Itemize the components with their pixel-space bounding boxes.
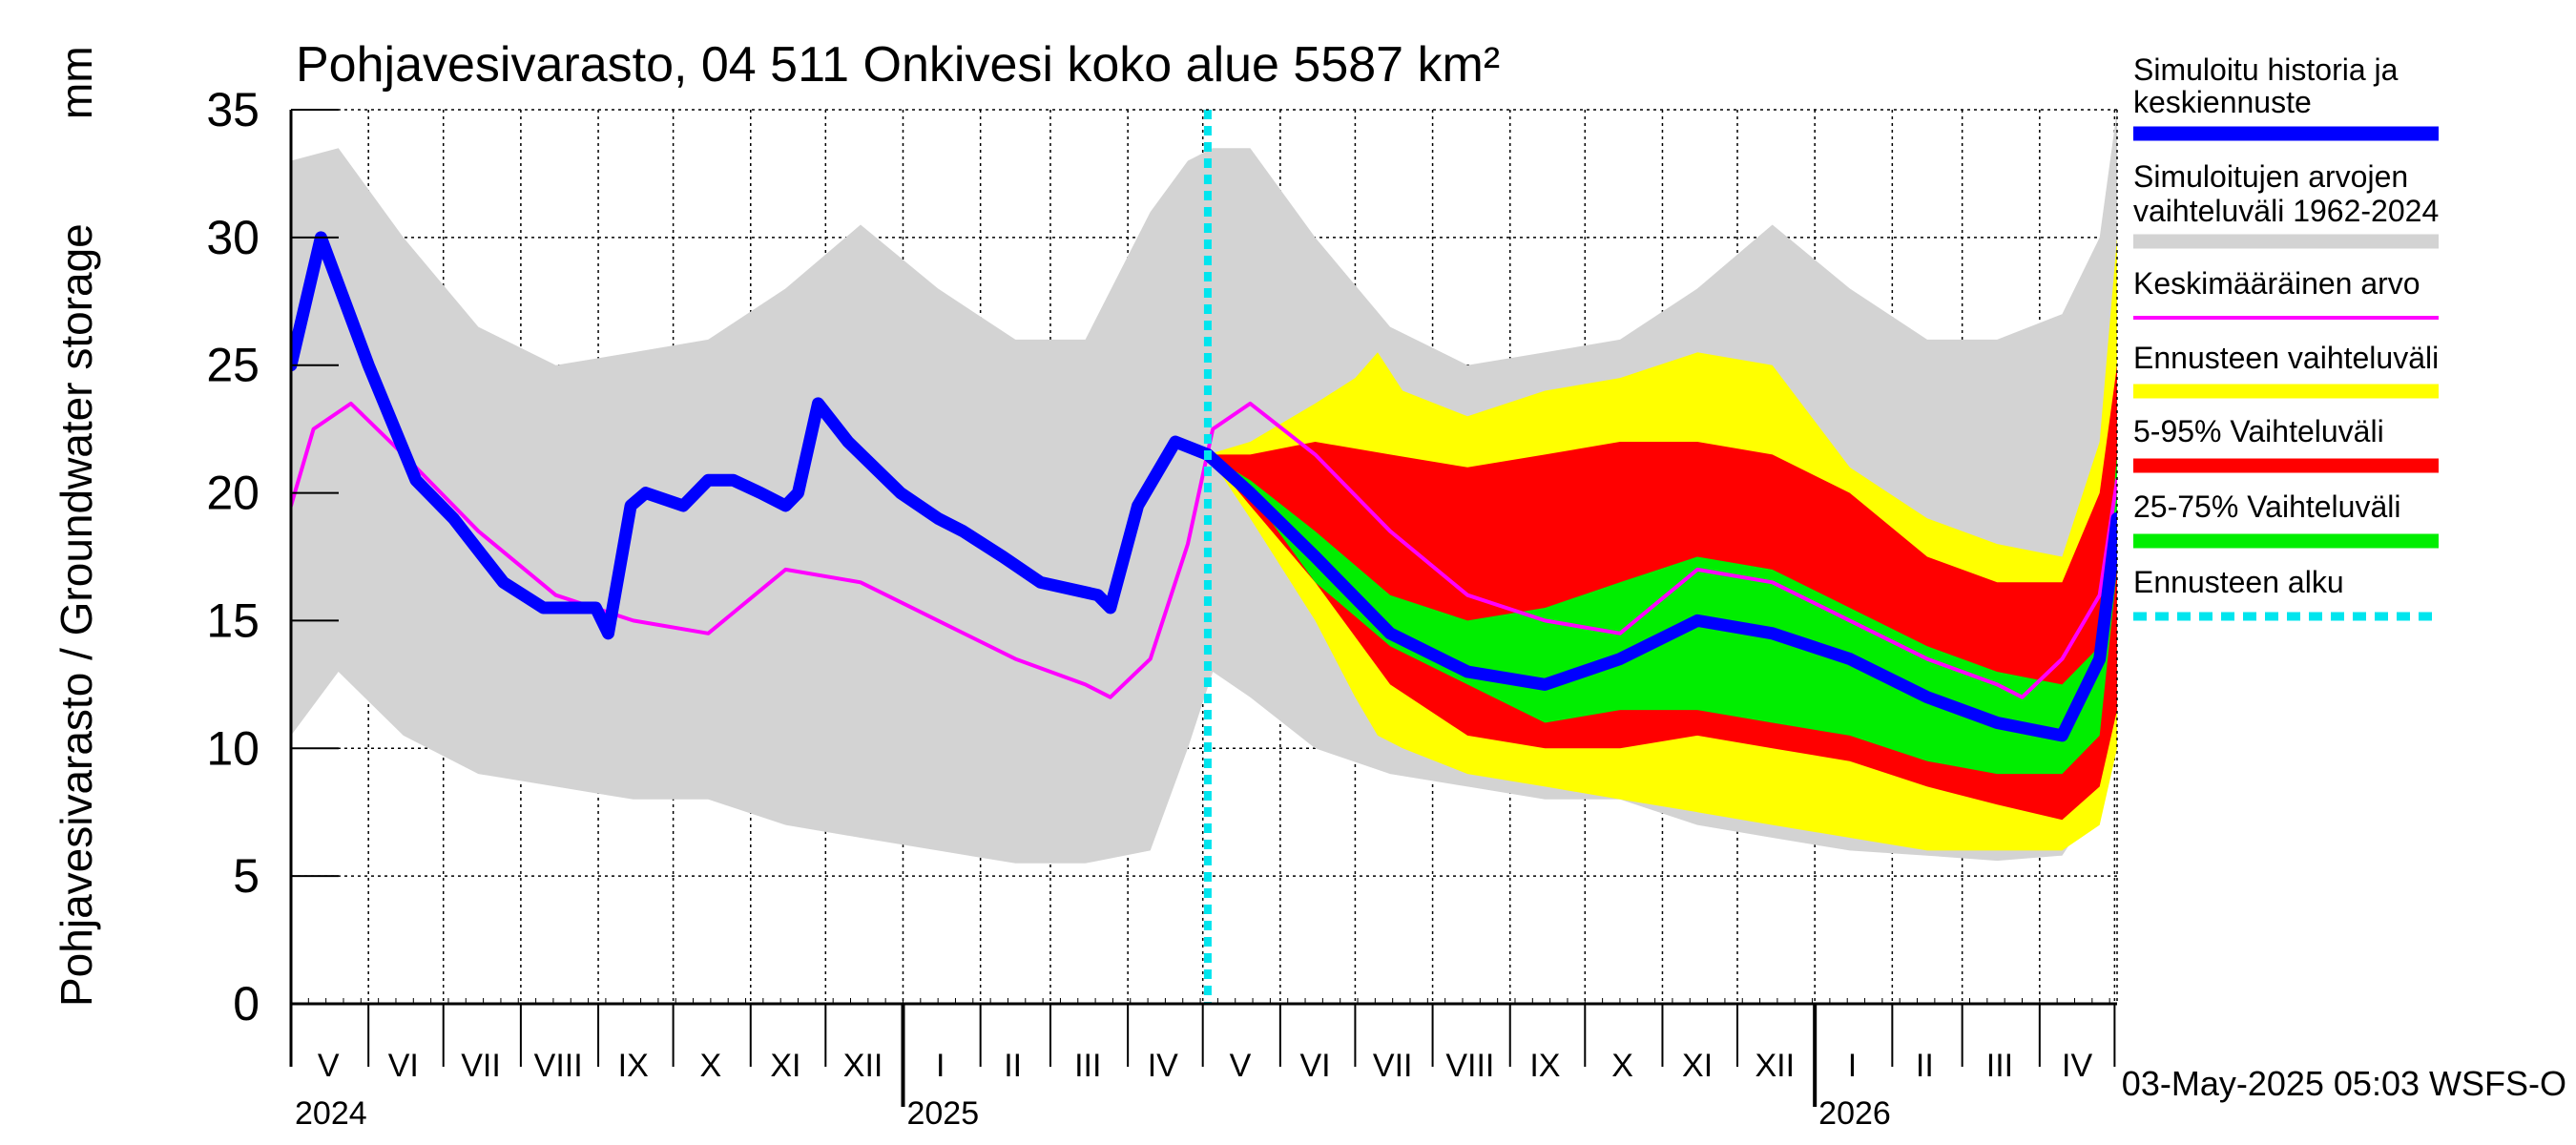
series-lines xyxy=(291,110,2117,1004)
year-label: 2026 xyxy=(1818,1095,1891,1132)
month-label: IX xyxy=(1529,1048,1560,1084)
month-label: VIII xyxy=(534,1048,583,1084)
month-label: I xyxy=(1848,1048,1857,1084)
month-label: VIII xyxy=(1445,1048,1494,1084)
y-tick-label: 30 xyxy=(206,211,260,264)
y-axis-unit: mm xyxy=(52,46,101,119)
legend-label: vaihteluväli 1962-2024 xyxy=(2133,194,2439,228)
y-tick-label: 10 xyxy=(206,721,260,775)
legend-label: 25-75% Vaihteluväli xyxy=(2133,489,2400,524)
legend-label: 5-95% Vaihteluväli xyxy=(2133,414,2384,448)
legend-label: Simuloitujen arvojen xyxy=(2133,159,2408,194)
y-tick-label: 5 xyxy=(233,849,260,903)
month-label: V xyxy=(318,1048,340,1084)
month-label: XI xyxy=(770,1048,800,1084)
y-tick-label: 35 xyxy=(206,83,260,136)
month-label: XII xyxy=(1755,1048,1795,1084)
year-label: 2024 xyxy=(295,1095,367,1132)
y-tick-label: 15 xyxy=(206,593,260,647)
chart-title: Pohjavesivarasto, 04 511 Onkivesi koko a… xyxy=(296,37,1500,93)
legend-label: Keskimääräinen arvo xyxy=(2133,266,2420,301)
month-label: VII xyxy=(1373,1048,1413,1084)
month-label: X xyxy=(1611,1048,1633,1084)
month-label: II xyxy=(1916,1048,1934,1084)
legend-label: Ennusteen vaihteluväli xyxy=(2133,341,2439,375)
month-label: XII xyxy=(843,1048,883,1084)
month-label: III xyxy=(1074,1048,1101,1084)
month-label: IV xyxy=(1148,1048,1178,1084)
month-label: VI xyxy=(1299,1048,1330,1084)
mean-line xyxy=(291,401,2117,699)
y-axis-label: Pohjavesivarasto / Groundwater storage xyxy=(52,223,101,1007)
legend-label: keskiennuste xyxy=(2133,85,2312,119)
month-label: X xyxy=(700,1048,722,1084)
month-label: III xyxy=(1986,1048,2013,1084)
legend-label: Ennusteen alku xyxy=(2133,565,2344,599)
month-label: VII xyxy=(461,1048,501,1084)
timestamp-label: 03-May-2025 05:03 WSFS-O xyxy=(2122,1064,2566,1103)
month-label: II xyxy=(1004,1048,1022,1084)
forecast-25-75-band xyxy=(1207,454,2117,775)
month-label: IV xyxy=(2062,1048,2092,1084)
y-tick-label: 20 xyxy=(206,467,260,520)
month-label: V xyxy=(1230,1048,1252,1084)
month-label: I xyxy=(936,1048,945,1084)
month-label: XI xyxy=(1682,1048,1713,1084)
y-tick-label: 25 xyxy=(206,339,260,392)
year-label: 2025 xyxy=(906,1095,979,1132)
month-label: IX xyxy=(618,1048,649,1084)
legend-label: Simuloitu historia ja xyxy=(2133,52,2399,87)
y-tick-label: 0 xyxy=(233,977,260,1030)
month-label: VI xyxy=(388,1048,419,1084)
simulated-line xyxy=(291,231,2117,742)
